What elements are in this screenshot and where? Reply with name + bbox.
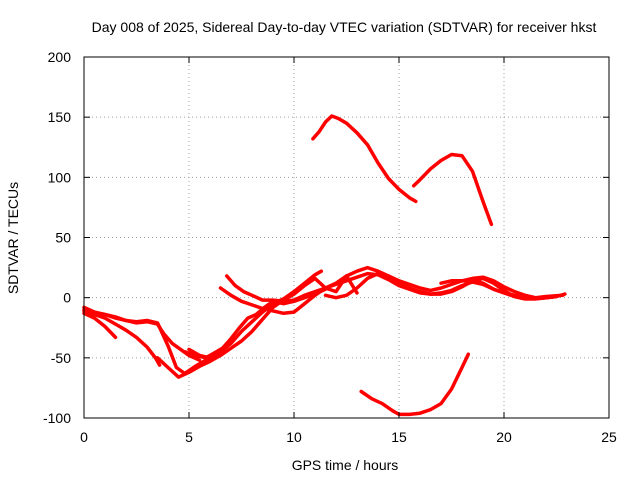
y-tick-label: 100	[48, 169, 72, 185]
series-line-arc-3	[82, 311, 118, 340]
x-tick-label: 25	[601, 429, 617, 445]
x-tick-label: 5	[185, 429, 193, 445]
y-tick-label: 150	[48, 109, 72, 125]
y-tick-label: 200	[48, 49, 72, 65]
x-tick-label: 10	[286, 429, 302, 445]
grid-lines	[84, 57, 609, 418]
series-line-arc-5	[155, 274, 359, 379]
chart-title: Day 008 of 2025, Sidereal Day-to-day VTE…	[92, 19, 597, 35]
series-line-arc-6	[183, 287, 328, 360]
series-line-arc-2	[82, 309, 162, 367]
y-axis-title: SDTVAR / TECUs	[5, 182, 21, 294]
x-axis-title: GPS time / hours	[292, 457, 399, 473]
y-tick-label: -100	[43, 410, 71, 426]
axis-ticks: 0 5 10 15 20 25 -100 -50 0 50 100 150 200	[43, 49, 617, 445]
x-tick-label: 20	[496, 429, 512, 445]
y-tick-label: -50	[51, 350, 71, 366]
y-tick-label: 0	[63, 290, 71, 306]
series-line-arc-13	[411, 152, 494, 227]
series-line-arc-11	[439, 275, 559, 300]
series-line-arc-10	[323, 271, 559, 301]
y-tick-label: 50	[55, 230, 71, 246]
series-layer	[82, 114, 567, 417]
x-tick-label: 0	[80, 429, 88, 445]
x-tick-label: 15	[391, 429, 407, 445]
series-line-arc-12	[311, 114, 418, 204]
series-line-arc-14	[359, 352, 471, 417]
series-line-arc-7	[187, 269, 324, 360]
series-line-arc-4	[82, 307, 216, 376]
